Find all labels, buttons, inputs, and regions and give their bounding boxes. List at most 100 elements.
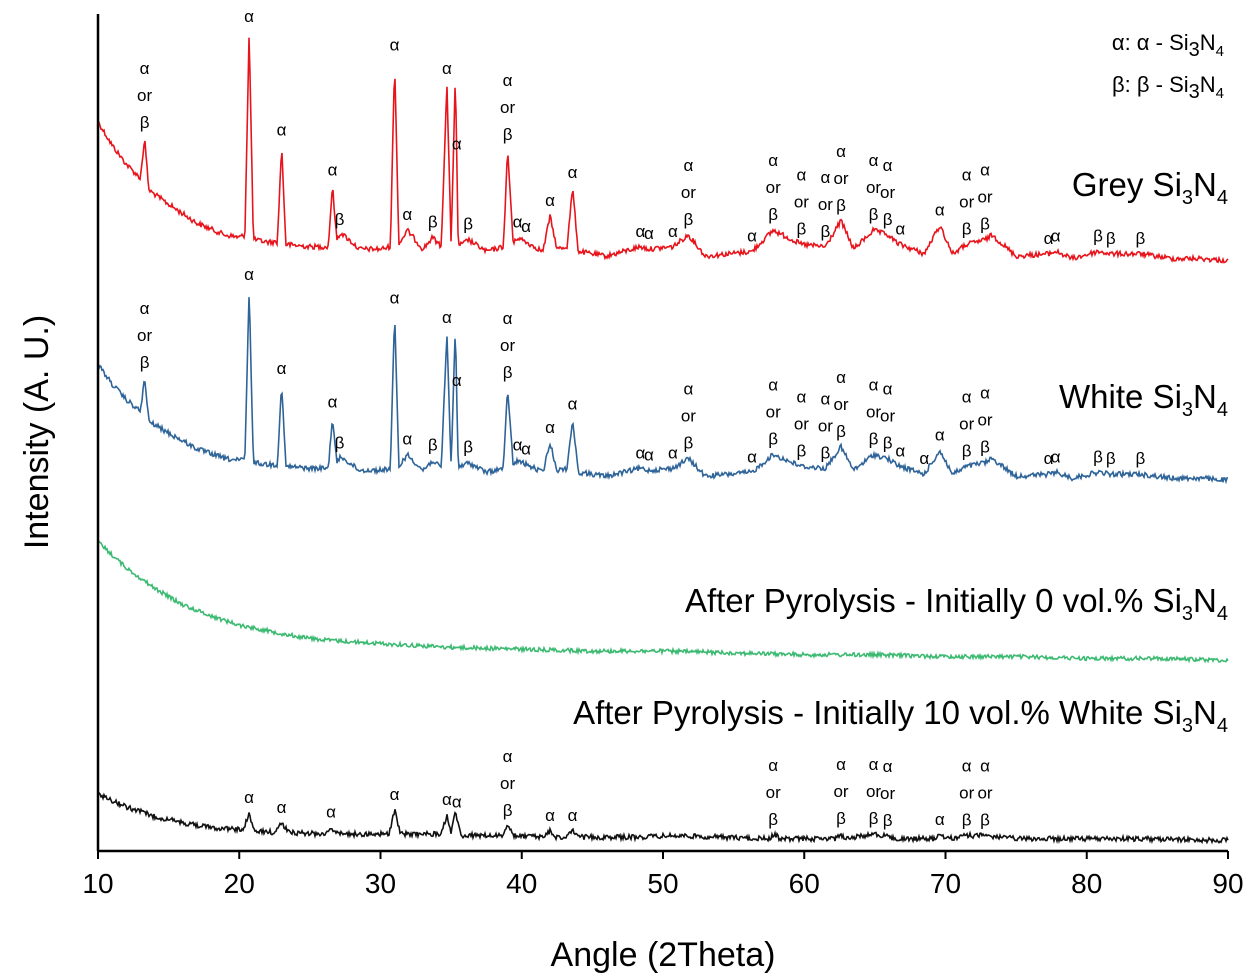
peak-label: α [452,371,462,390]
peak-label-text: α [980,757,990,776]
peak-label-text: β [503,801,513,820]
peak-label-text: or [766,783,781,802]
peak-label-text: β [428,436,438,455]
peak-label: β [1093,227,1103,246]
peak-label-text: β [1106,449,1116,468]
peak-label: α or β [794,387,809,460]
peak-label: α or β [833,755,848,828]
peak-label: α or β [880,156,895,229]
peak-label-text: or [500,774,515,793]
peak-label: α [277,359,287,378]
peak-label-text: α [545,191,555,210]
peak-label-text: α [895,441,905,460]
peak-label-text: β [797,219,807,238]
peak-label-text: α [644,224,654,243]
peak-label-text: α [747,447,757,466]
x-tick-label: 40 [506,868,537,899]
peak-label-text: α [442,790,452,809]
peak-label: α [668,443,678,462]
peak-label: α [328,392,338,411]
peak-label-text: or [137,326,152,345]
peak-label: α [545,806,555,825]
peak-label-text: β [821,222,831,241]
peak-label-text: α [683,156,693,175]
peak-label-text: α [836,755,846,774]
peak-label: α [452,134,462,153]
peak-label-text: or [866,403,881,422]
peak-label-text: β [1093,447,1103,466]
peak-label: α [668,222,678,241]
peak-label-text: β [768,430,778,449]
peak-label-text: or [977,784,992,803]
peak-label-text: α [668,222,678,241]
peak-label-text: α [935,426,945,445]
peak-label: α [1044,229,1054,248]
peak-label-text: α [277,120,287,139]
peak-label: α or β [977,757,992,830]
peak-label-text: β [869,205,879,224]
peak-label: α [390,289,400,308]
peak-label: α or β [880,380,895,453]
peak-label: α or β [977,161,992,234]
peak-label-text: β [768,810,778,829]
peak-label: α [568,806,578,825]
peak-label-text: α [883,156,893,175]
peak-label-text: β [797,441,807,460]
peak-label: α or β [766,756,781,829]
peak-label-text: β [1136,449,1146,468]
peak-label: β [463,215,473,234]
peak-label-text: β [503,363,513,382]
peak-label: α [635,222,645,241]
peak-label: α [452,793,462,812]
series-label-0: Grey Si3N4 [1072,166,1228,209]
y-axis-title: Intensity (A. U.) [18,315,56,549]
peak-label-text: α [747,227,757,246]
peak-label: α [442,790,452,809]
peak-label-text: β [869,430,879,449]
peak-label: α [442,308,452,327]
peak-label: α [1051,227,1061,246]
series-label-3: After Pyrolysis - Initially 10 vol.% Whi… [573,694,1228,737]
peak-label-text: α [390,785,400,804]
peak-label: α [935,426,945,445]
peak-label-text: β [836,196,846,215]
peak-label: α or β [866,376,881,449]
peak-label: α or β [137,59,152,132]
peak-label: α [521,217,531,236]
peak-label: α [277,798,287,817]
peak-label-text: α [244,788,254,807]
peak-label-text: β [962,441,972,460]
x-tick-label: 80 [1071,868,1102,899]
x-tick-label: 20 [224,868,255,899]
peak-label: β [1136,449,1146,468]
legend: α: α - Si3N4 β: β - Si3N4 [1112,30,1224,103]
peak-label-text: α [277,798,287,817]
peak-label-text: α [644,445,654,464]
peak-label: β [1093,447,1103,466]
series-line-2 [97,540,1229,664]
peak-label-text: α [883,757,893,776]
x-tick-label: 70 [930,868,961,899]
peak-label: α or β [681,156,696,229]
peak-label: α or β [959,165,974,238]
peak-label-text: α [513,436,523,455]
peak-label: β [1106,449,1116,468]
peak-label-text: β [836,422,846,441]
peak-label-text: β [335,434,345,453]
peak-label-text: α [503,71,513,90]
peak-label-text: or [818,195,833,214]
peak-label: α [747,227,757,246]
peak-label-text: β [684,434,694,453]
peak-label-text: β [1136,229,1146,248]
peak-label: α or β [500,309,515,382]
series-labels: Grey Si3N4 White Si3N4 After Pyrolysis - I… [573,166,1228,737]
x-tick-label: 50 [647,868,678,899]
peak-label: α or β [766,151,781,224]
series-line-0 [97,37,1229,264]
peak-label-text: α [820,168,830,187]
peak-label-text: or [794,192,809,211]
x-tick-label: 30 [365,868,396,899]
peak-label-text: α [883,380,893,399]
peak-label: α [513,436,523,455]
